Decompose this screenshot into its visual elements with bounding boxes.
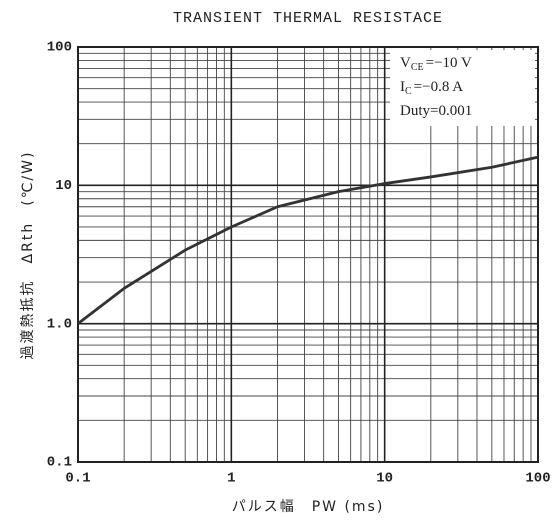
- x-tick-label: 10: [376, 471, 393, 487]
- y-tick-label: 100: [47, 40, 72, 56]
- x-tick-label: 100: [525, 471, 550, 487]
- x-tick-label: 0.1: [65, 471, 90, 487]
- y-tick-label: 1.0: [47, 316, 72, 332]
- annotation-text: Duty=0.001: [400, 103, 472, 119]
- chart-title: TRANSIENT THERMAL RESISTACE: [173, 10, 443, 27]
- y-tick-label: 0.1: [47, 455, 72, 471]
- x-axis-label: パルス幅 PW (ms): [232, 499, 385, 515]
- annotation: IC =−0.8 A: [400, 79, 463, 97]
- annotation-text: =−10 V: [426, 55, 472, 71]
- plot-frame: [77, 46, 539, 463]
- annotation-box: [390, 50, 535, 126]
- annotation-text: =−0.8 A: [414, 79, 464, 95]
- data-line: [77, 155, 539, 325]
- annotation: VCE =−10 V: [400, 55, 472, 73]
- y-tick-label: 10: [55, 178, 72, 194]
- annotation: Duty=0.001: [400, 103, 472, 119]
- x-tick-label: 1: [227, 471, 235, 487]
- annotation-text: I: [400, 79, 405, 95]
- annotation-subscript: CE: [411, 62, 424, 73]
- y-axis-label: 過渡熱抵抗 ΔRth (℃/W): [20, 151, 36, 360]
- annotation-subscript: C: [405, 86, 412, 97]
- annotation-text: V: [400, 55, 411, 71]
